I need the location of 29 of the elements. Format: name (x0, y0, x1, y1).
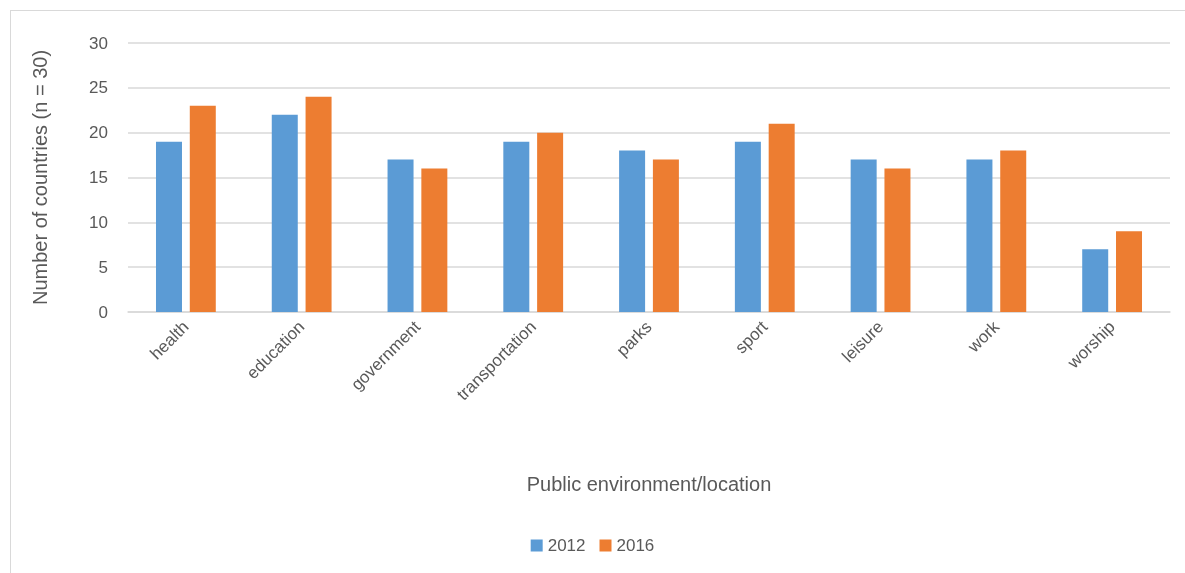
bar (652, 159, 679, 312)
y-tick-label: 25 (89, 78, 108, 98)
bar (271, 114, 298, 312)
bar (305, 96, 332, 312)
y-tick-label: 15 (89, 168, 108, 187)
bar (1116, 231, 1143, 312)
x-axis-title: Public environment/location (526, 473, 772, 495)
bar (850, 159, 877, 312)
bar (155, 141, 182, 312)
y-tick-label: 0 (98, 302, 108, 322)
y-tick-label: 10 (89, 212, 108, 232)
bar (768, 123, 795, 312)
bar (421, 168, 448, 312)
bar (966, 159, 993, 312)
legend-label: 2016 (616, 536, 655, 555)
bar (1082, 249, 1109, 312)
y-tick-label: 5 (98, 257, 108, 277)
bar (1000, 150, 1027, 312)
y-tick-label: 30 (89, 33, 108, 53)
bar (503, 141, 530, 312)
bar (884, 168, 911, 312)
legend-label: 2012 (547, 536, 586, 555)
bar (189, 105, 216, 312)
y-axis-title: Number of countries (n = 30) (29, 49, 51, 306)
bar (619, 150, 646, 312)
y-tick-label: 20 (89, 123, 108, 143)
bar (537, 132, 564, 312)
bar (734, 141, 761, 312)
bar (387, 159, 414, 312)
